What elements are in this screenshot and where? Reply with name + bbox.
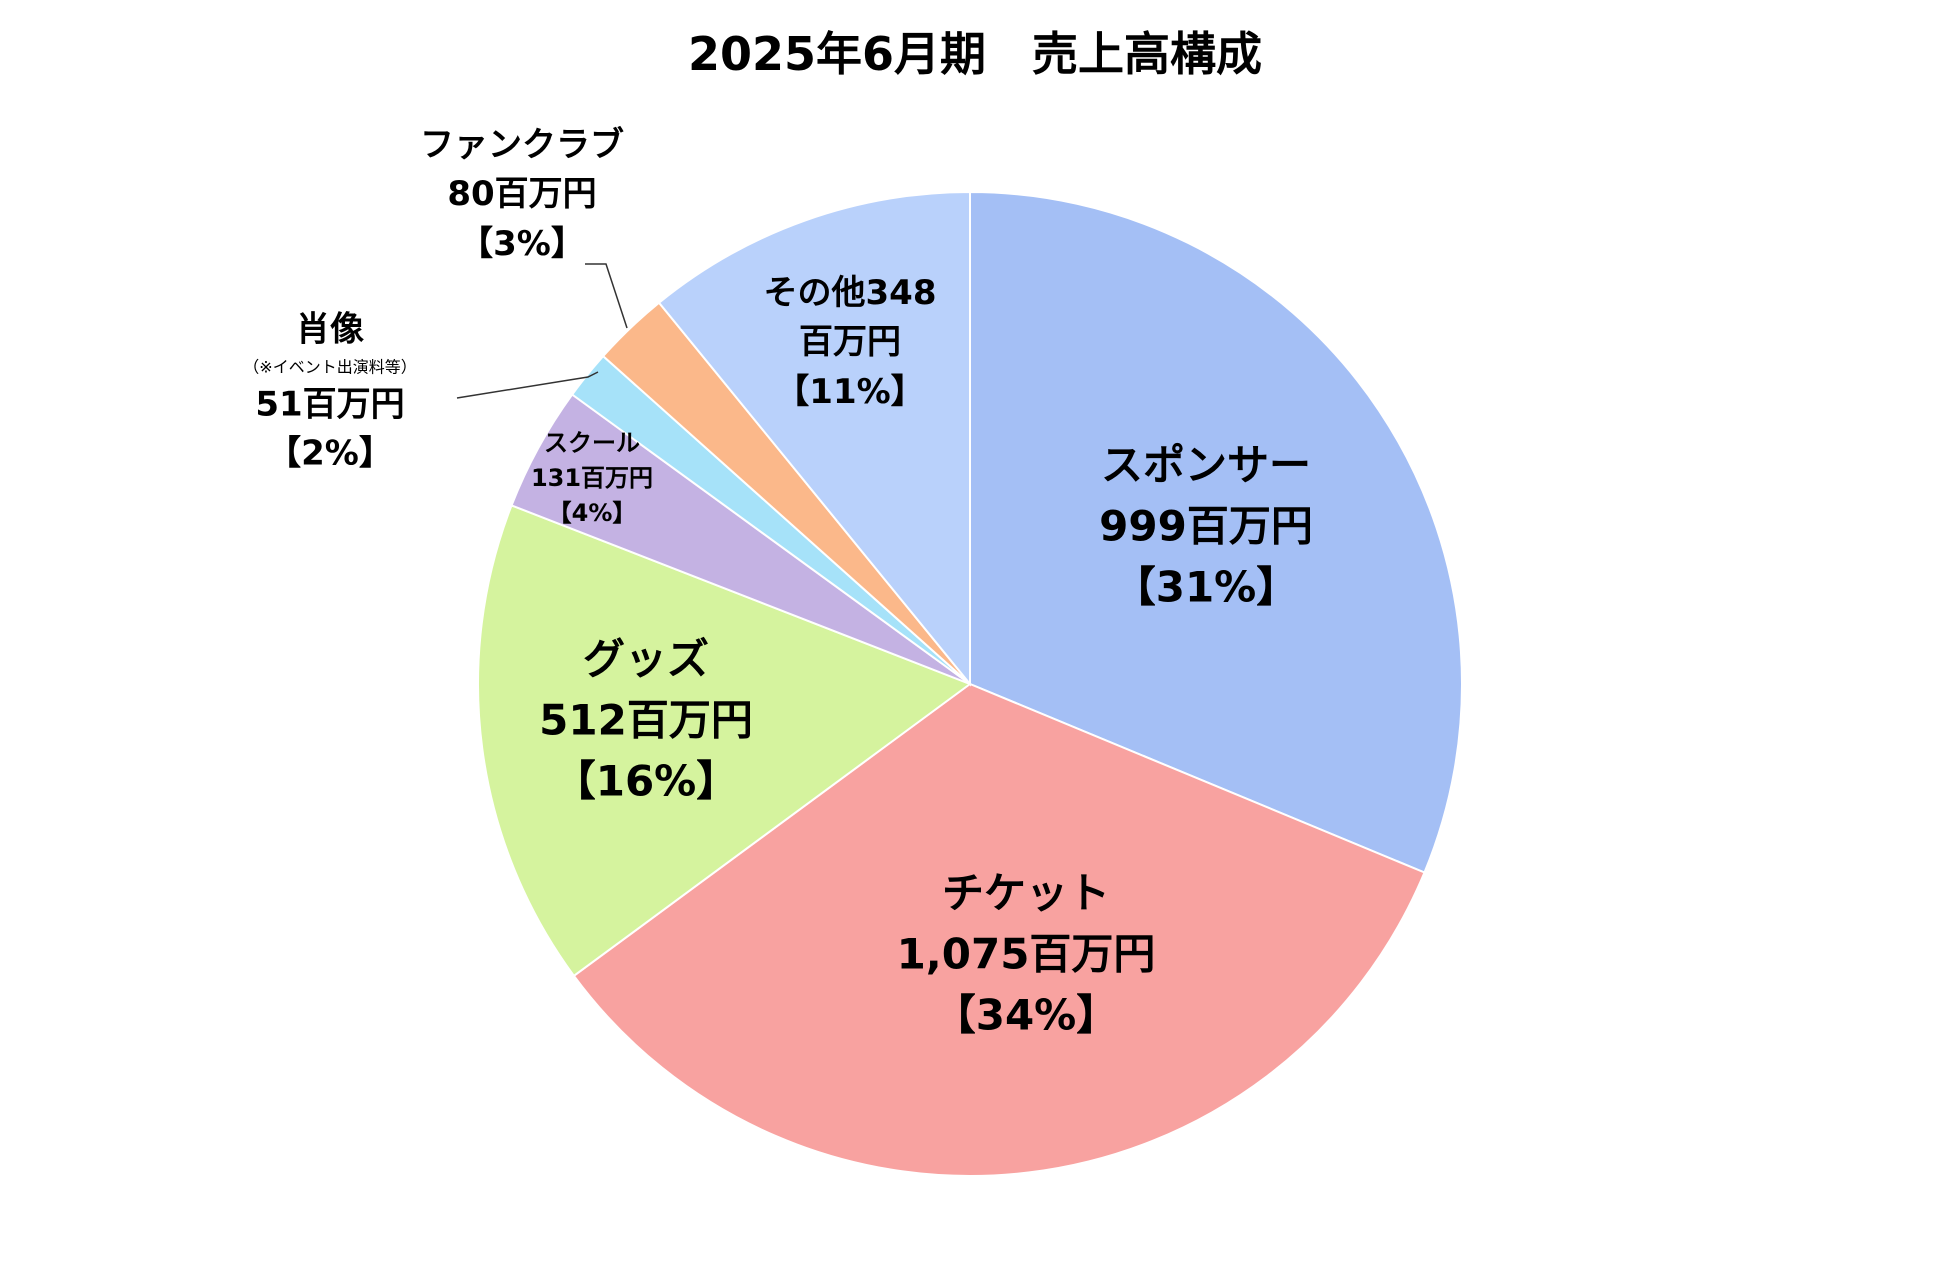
slice-category: チケット [941,868,1111,918]
pie-slice-ticket [572,682,1426,1177]
slice-category: スクール [543,428,640,457]
slice-note: （※イベント出演料等） [243,357,417,377]
slice-label-ticket: チケット 1,075百万円 【34%】 [897,864,1156,1047]
slice-value: その他348 [763,273,937,314]
slice-value: 131百万円 [530,463,654,492]
pie-slices [477,190,1463,1177]
slice-label-fanclub: ファンクラブ 80百万円 【3%】 [420,121,624,269]
pie-slice-goods [477,504,973,978]
slice-percent: 【34%】 [933,990,1119,1040]
slice-category: 肖像 [295,309,364,350]
chart-title: 2025年6月期 売上高構成 [687,27,1263,81]
leader-line-fanclub [585,263,628,329]
slice-percent: 【3%】 [459,223,585,264]
slice-value: 1,075百万円 [896,929,1156,979]
slice-label-school: スクール 131百万円 【4%】 [531,426,653,530]
leader-lines [456,263,628,399]
slice-percent: 【2%】 [267,433,393,474]
slice-value-unit: 百万円 [798,322,901,363]
slice-percent: 【16%】 [553,756,739,806]
slice-percent: 【4%】 [547,498,637,527]
slice-label-portrait: 肖像 （※イベント出演料等） 51百万円 【2%】 [243,305,416,478]
slice-label-other: その他348 百万円 【11%】 [764,269,937,417]
slice-label-goods: グッズ 512百万円 【16%】 [539,630,753,813]
slice-category: スポンサー [1100,440,1312,490]
slice-value: 80百万円 [447,174,597,215]
leader-line-portrait [456,371,599,399]
pie-slice-other [657,190,971,687]
slice-value: 51百万円 [255,384,405,425]
slice-category: ファンクラブ [420,125,624,166]
slice-percent: 【11%】 [775,371,925,412]
slice-value: 512百万円 [539,695,753,745]
slice-value: 999百万円 [1099,501,1313,551]
slice-category: グッズ [582,634,710,684]
pie-slice-sponsor [969,190,1463,874]
slice-percent: 【31%】 [1113,562,1299,612]
slice-label-sponsor: スポンサー 999百万円 【31%】 [1099,436,1313,619]
